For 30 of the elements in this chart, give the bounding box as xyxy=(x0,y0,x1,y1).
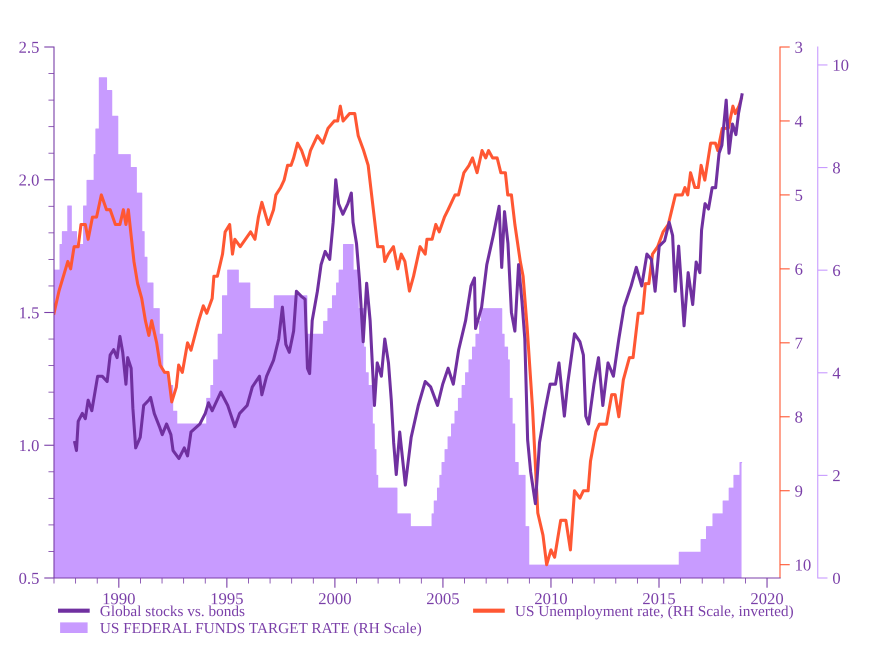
y2-tick-label: 7 xyxy=(796,338,802,349)
y3-tick-label: 6 xyxy=(833,264,840,276)
y3-tick-label: 0 xyxy=(832,572,840,584)
y3-tick-label: 2 xyxy=(833,470,840,482)
x-tick-label: 2000 xyxy=(318,593,351,604)
y3-tick-label: 4 xyxy=(832,368,840,379)
x-tick-label: 1990 xyxy=(104,593,135,604)
x-tick-label: 2010 xyxy=(535,593,567,604)
x-tick-label: 2005 xyxy=(426,593,459,604)
x-tick-label: 1995 xyxy=(212,593,243,604)
y-tick-label: 1.5 xyxy=(20,307,39,319)
y2-tick-label: 10 xyxy=(796,559,811,571)
line-series xyxy=(73,93,744,506)
y2-tick-label: 6 xyxy=(795,264,802,275)
legend-label: US Unemployment rate, (RH Scale, inverted) xyxy=(515,605,793,620)
legend-label: Global stocks vs. bonds xyxy=(100,605,244,616)
legend-label: US FEDERAL FUNDS TARGET RATE (RH Scale) xyxy=(100,622,422,636)
y-tick-label: 1.0 xyxy=(20,440,39,452)
y-tick-label: 0.5 xyxy=(19,572,39,584)
y-tick-label: 2.0 xyxy=(19,174,39,186)
x-tick-label: 2020 xyxy=(751,593,784,604)
y2-tick-label: 5 xyxy=(796,190,802,201)
y-tick-label: 2.5 xyxy=(19,42,39,54)
y2-tick-label: 4 xyxy=(794,116,803,127)
y3-tick-label: 8 xyxy=(832,162,840,174)
y2-tick-label: 8 xyxy=(795,411,802,423)
x-tick-label: 2015 xyxy=(643,593,676,604)
y2-tick-label: 9 xyxy=(795,485,802,497)
y3-tick-label: 10 xyxy=(834,60,848,71)
y2-tick-label: 3 xyxy=(795,42,802,53)
